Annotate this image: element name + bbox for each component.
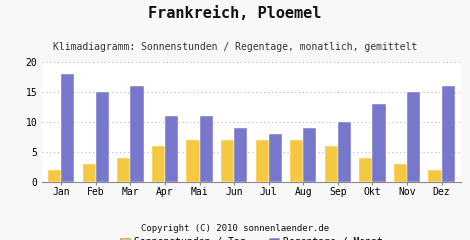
Bar	[359, 158, 372, 182]
Text: Klimadiagramm: Sonnenstunden / Regentage, monatlich, gemittelt: Klimadiagramm: Sonnenstunden / Regentage…	[53, 42, 417, 52]
Bar	[131, 86, 144, 182]
Bar	[442, 86, 454, 182]
Legend: Sonnenstunden / Tag, Regentage / Monat: Sonnenstunden / Tag, Regentage / Monat	[116, 233, 387, 240]
Bar	[152, 146, 165, 182]
Bar	[303, 128, 316, 182]
Bar	[83, 164, 96, 182]
Bar	[372, 104, 385, 182]
Bar	[407, 92, 420, 182]
Bar	[394, 164, 407, 182]
Text: Frankreich, Ploemel: Frankreich, Ploemel	[149, 6, 321, 21]
Bar	[187, 140, 200, 182]
Bar	[165, 116, 178, 182]
Bar	[221, 140, 234, 182]
Bar	[48, 170, 61, 182]
Bar	[429, 170, 442, 182]
Bar	[325, 146, 338, 182]
Bar	[200, 116, 213, 182]
Bar	[118, 158, 131, 182]
Bar	[269, 134, 282, 182]
Bar	[96, 92, 109, 182]
Bar	[338, 122, 351, 182]
Bar	[290, 140, 303, 182]
Bar	[61, 74, 74, 182]
Bar	[256, 140, 269, 182]
Bar	[234, 128, 247, 182]
Text: Copyright (C) 2010 sonnenlaender.de: Copyright (C) 2010 sonnenlaender.de	[141, 224, 329, 233]
